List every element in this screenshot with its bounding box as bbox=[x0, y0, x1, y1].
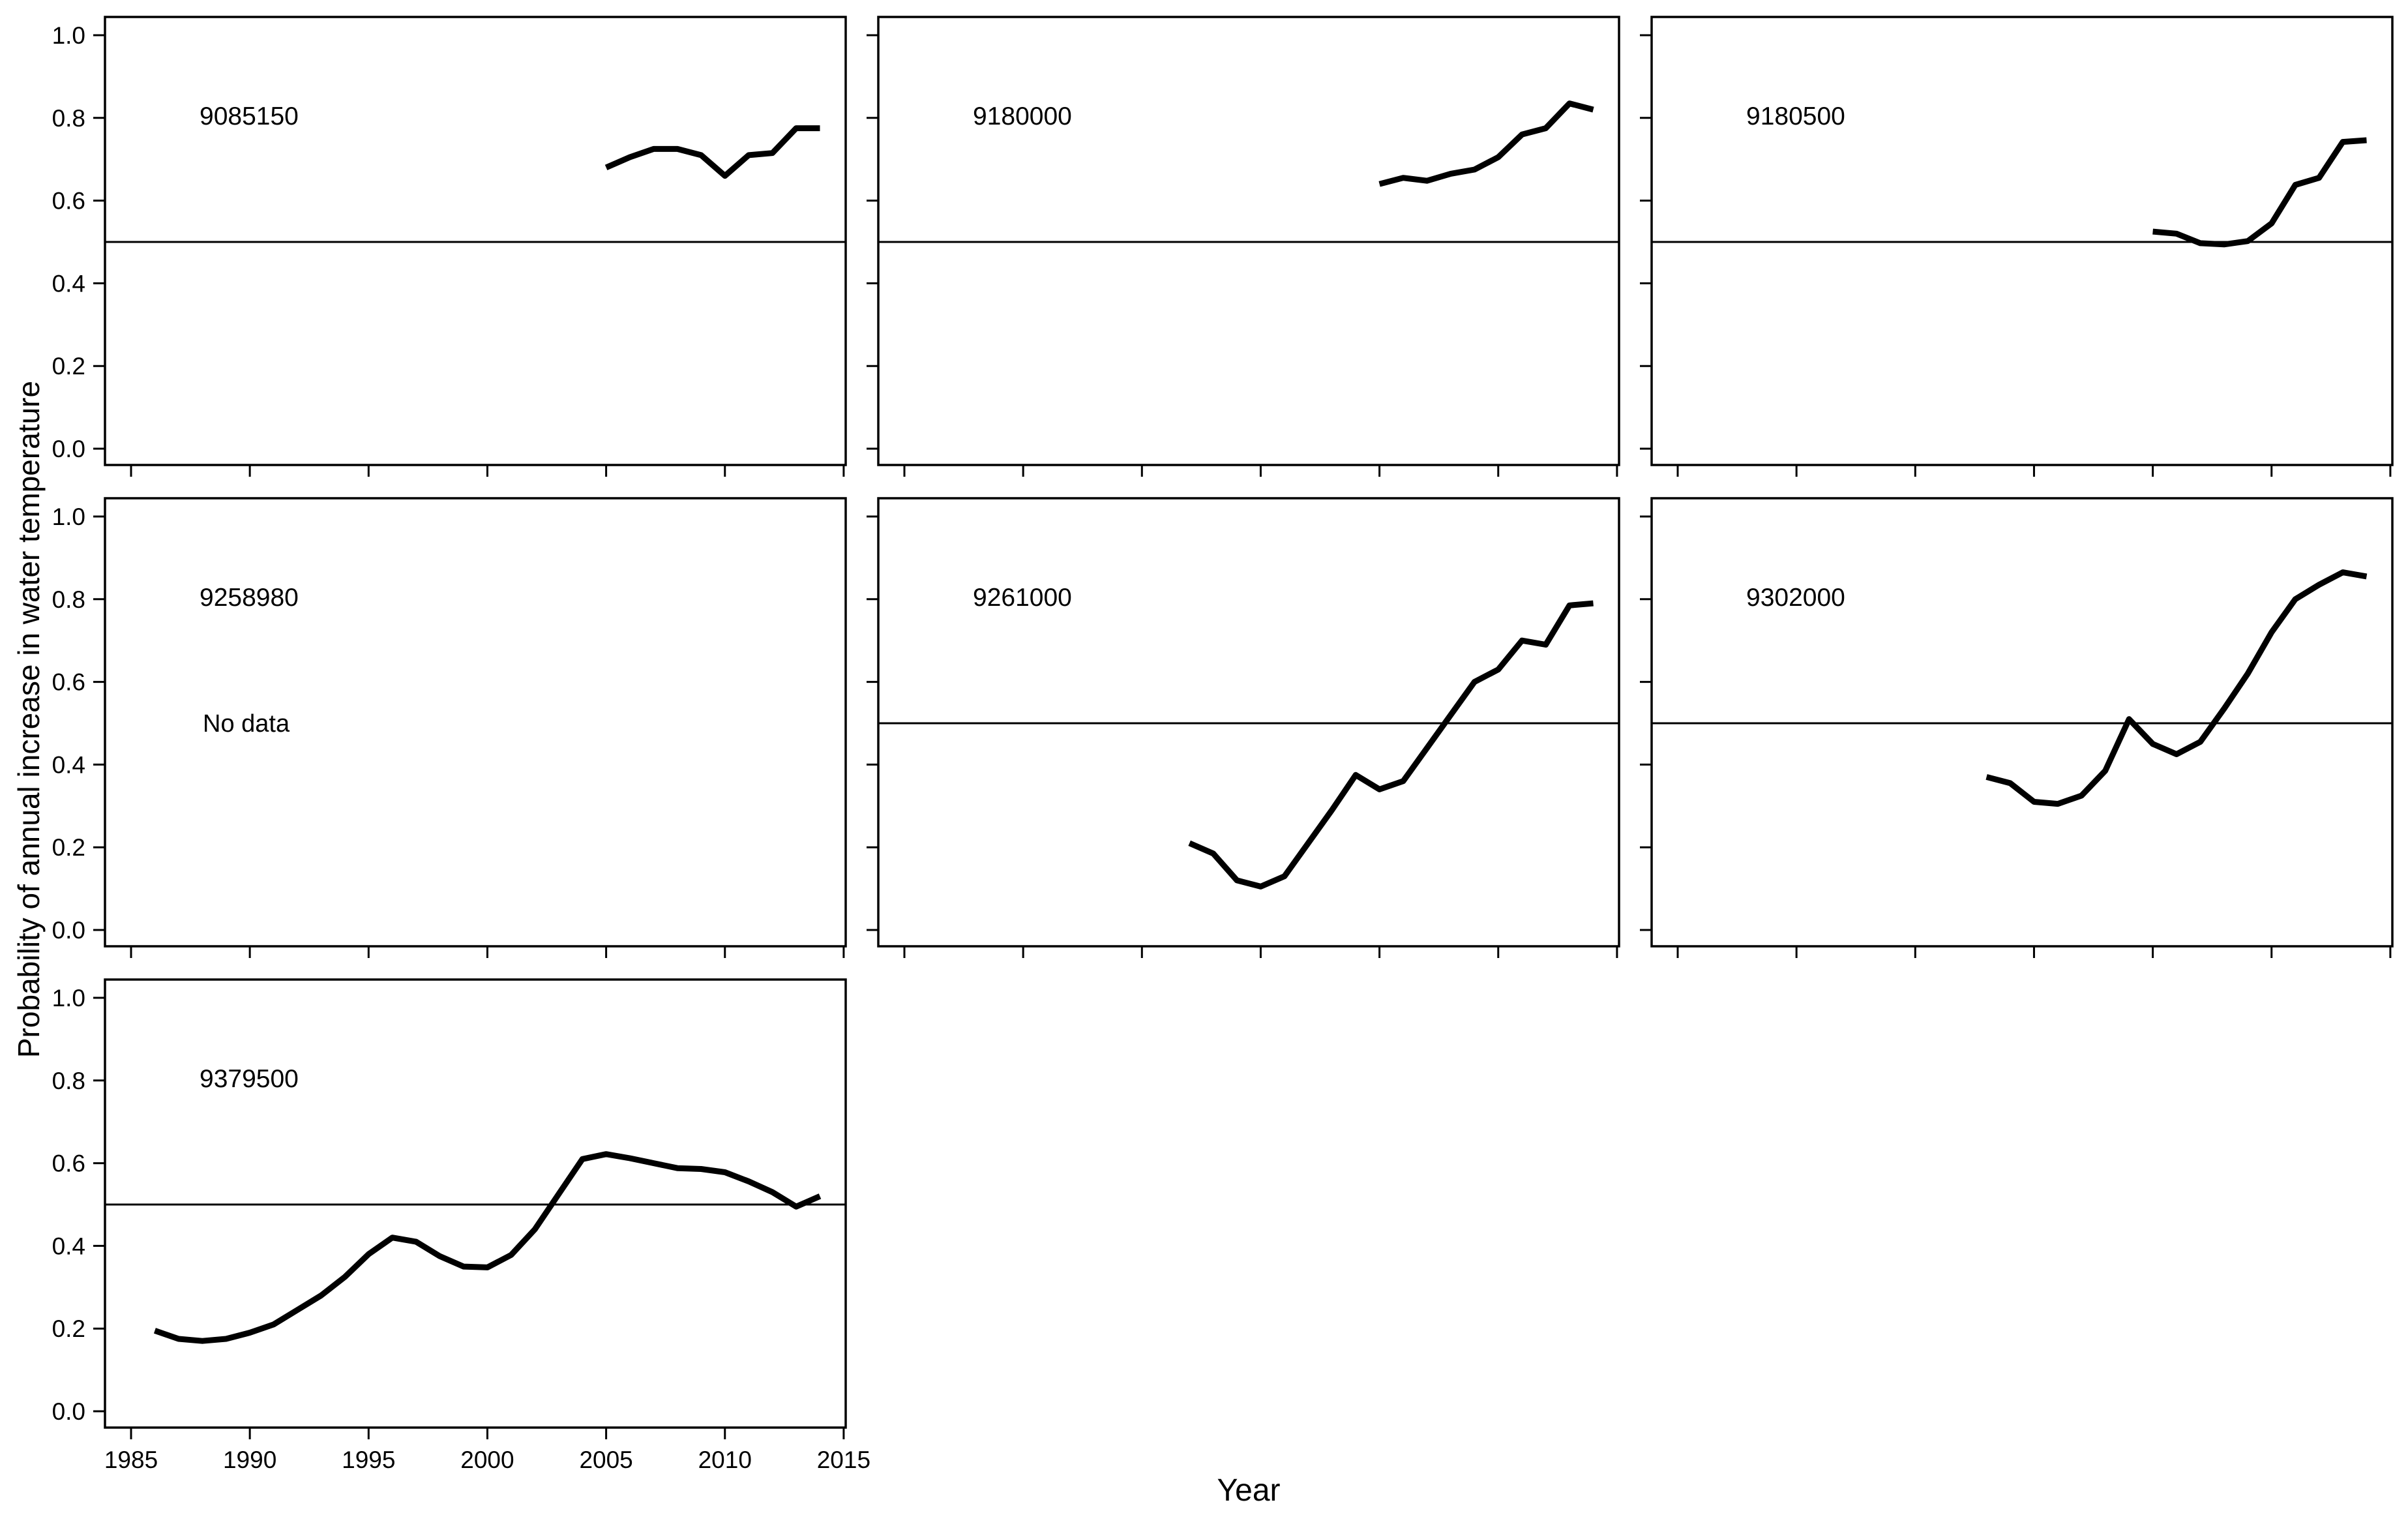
trend-line bbox=[2152, 137, 2367, 248]
y-tick-label: 1.0 bbox=[52, 985, 85, 1011]
trend-line bbox=[153, 1151, 822, 1344]
x-tick-label: 2015 bbox=[817, 1446, 870, 1473]
trend-line bbox=[1188, 600, 1594, 890]
panel-9302000: 9302000 bbox=[1640, 497, 2394, 958]
x-axis-title: Year bbox=[1217, 1473, 1281, 1508]
y-tick-label: 0.6 bbox=[52, 188, 85, 215]
y-tick-label: 0.0 bbox=[52, 436, 85, 462]
y-tick-label: 0.2 bbox=[52, 353, 85, 380]
trend-line bbox=[1378, 100, 1594, 187]
y-tick-label: 0.2 bbox=[52, 834, 85, 861]
y-axis-title: Probability of annual increase in water … bbox=[12, 380, 46, 1058]
x-tick-label: 1985 bbox=[104, 1446, 158, 1473]
panel-border bbox=[104, 497, 847, 948]
y-tick-label: 0.6 bbox=[52, 669, 85, 696]
x-tick-label: 2000 bbox=[460, 1446, 514, 1473]
y-tick-label: 0.6 bbox=[52, 1150, 85, 1177]
x-tick-label: 1990 bbox=[223, 1446, 276, 1473]
panel-9258980: 1.0 0.8 0.6 0.4 0.2 0.0 No data 9258980 bbox=[52, 497, 847, 958]
y-tick-label: 0.4 bbox=[52, 751, 85, 778]
station-id-label: 9379500 bbox=[200, 1065, 299, 1093]
y-tick-label: 0.2 bbox=[52, 1315, 85, 1342]
y-tick-label: 0.8 bbox=[52, 586, 85, 613]
panel-9085150: 1.0 0.8 0.6 0.4 0.2 0.0 9085150 bbox=[52, 16, 847, 477]
y-tick-label: 0.0 bbox=[52, 917, 85, 944]
y-tick-label: 0.8 bbox=[52, 105, 85, 132]
station-id-label: 9258980 bbox=[200, 584, 299, 612]
y-tick-label: 0.4 bbox=[52, 270, 85, 297]
y-tick-label: 0.4 bbox=[52, 1233, 85, 1259]
x-tick-label: 1995 bbox=[342, 1446, 395, 1473]
x-tick-label: 2005 bbox=[579, 1446, 632, 1473]
station-id-label: 9180500 bbox=[1746, 102, 1845, 130]
y-tick-label: 0.0 bbox=[52, 1398, 85, 1425]
trend-line bbox=[604, 125, 820, 179]
y-tick-label: 0.8 bbox=[52, 1068, 85, 1094]
station-id-label: 9302000 bbox=[1746, 584, 1845, 612]
trend-line bbox=[1985, 569, 2368, 807]
panel-9261000: 9261000 bbox=[867, 497, 1620, 958]
no-data-label: No data bbox=[203, 710, 290, 738]
station-id-label: 9085150 bbox=[200, 102, 299, 130]
panel-9180000: 9180000 bbox=[867, 16, 1620, 477]
station-id-label: 9180000 bbox=[973, 102, 1072, 130]
y-tick-label: 1.0 bbox=[52, 22, 85, 49]
y-tick-label: 1.0 bbox=[52, 503, 85, 530]
x-tick-label: 2010 bbox=[698, 1446, 752, 1473]
station-id-label: 9261000 bbox=[973, 584, 1072, 612]
panel-9379500: 1.0 0.8 0.6 0.4 0.2 0.0 1985 1990 1995 2000 2005 20… bbox=[52, 978, 870, 1473]
panel-9180500: 9180500 bbox=[1640, 16, 2394, 477]
